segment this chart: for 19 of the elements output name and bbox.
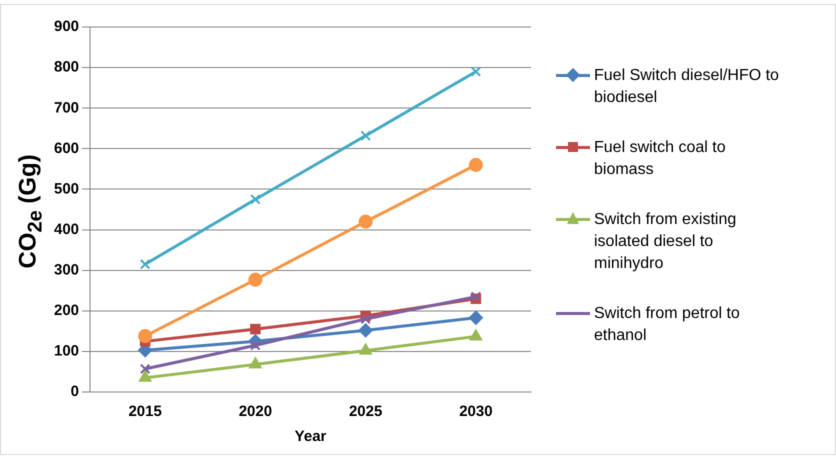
y-tick-label: 100 <box>54 342 80 360</box>
x-tick-label: 2020 <box>238 403 272 420</box>
y-tick-label: 300 <box>54 261 80 278</box>
y-tick-label: 800 <box>54 58 80 76</box>
x-tick-label: 2030 <box>459 403 493 420</box>
y-tick-label: 500 <box>54 180 80 198</box>
x-tick-label: 2025 <box>348 403 382 420</box>
y-tick-label: 700 <box>54 99 80 116</box>
legend-label: Switch from petrol to ethanol <box>594 304 741 346</box>
y-tick-label: 200 <box>54 302 80 320</box>
legend-label: Switch from existing isolated diesel to minihydro <box>594 210 738 274</box>
legend-label: Fuel switch coal to biomass <box>594 138 727 180</box>
y-tick-label: 600 <box>54 140 80 157</box>
y-tick-label: 400 <box>54 220 80 238</box>
legend-label: Fuel Switch diesel/HFO to biodiesel <box>594 66 780 108</box>
x-axis-title: Year <box>294 428 327 446</box>
x-tick-label: 2015 <box>128 403 162 420</box>
y-tick-label: 0 <box>70 383 80 400</box>
y-tick-label: 900 <box>54 18 80 36</box>
